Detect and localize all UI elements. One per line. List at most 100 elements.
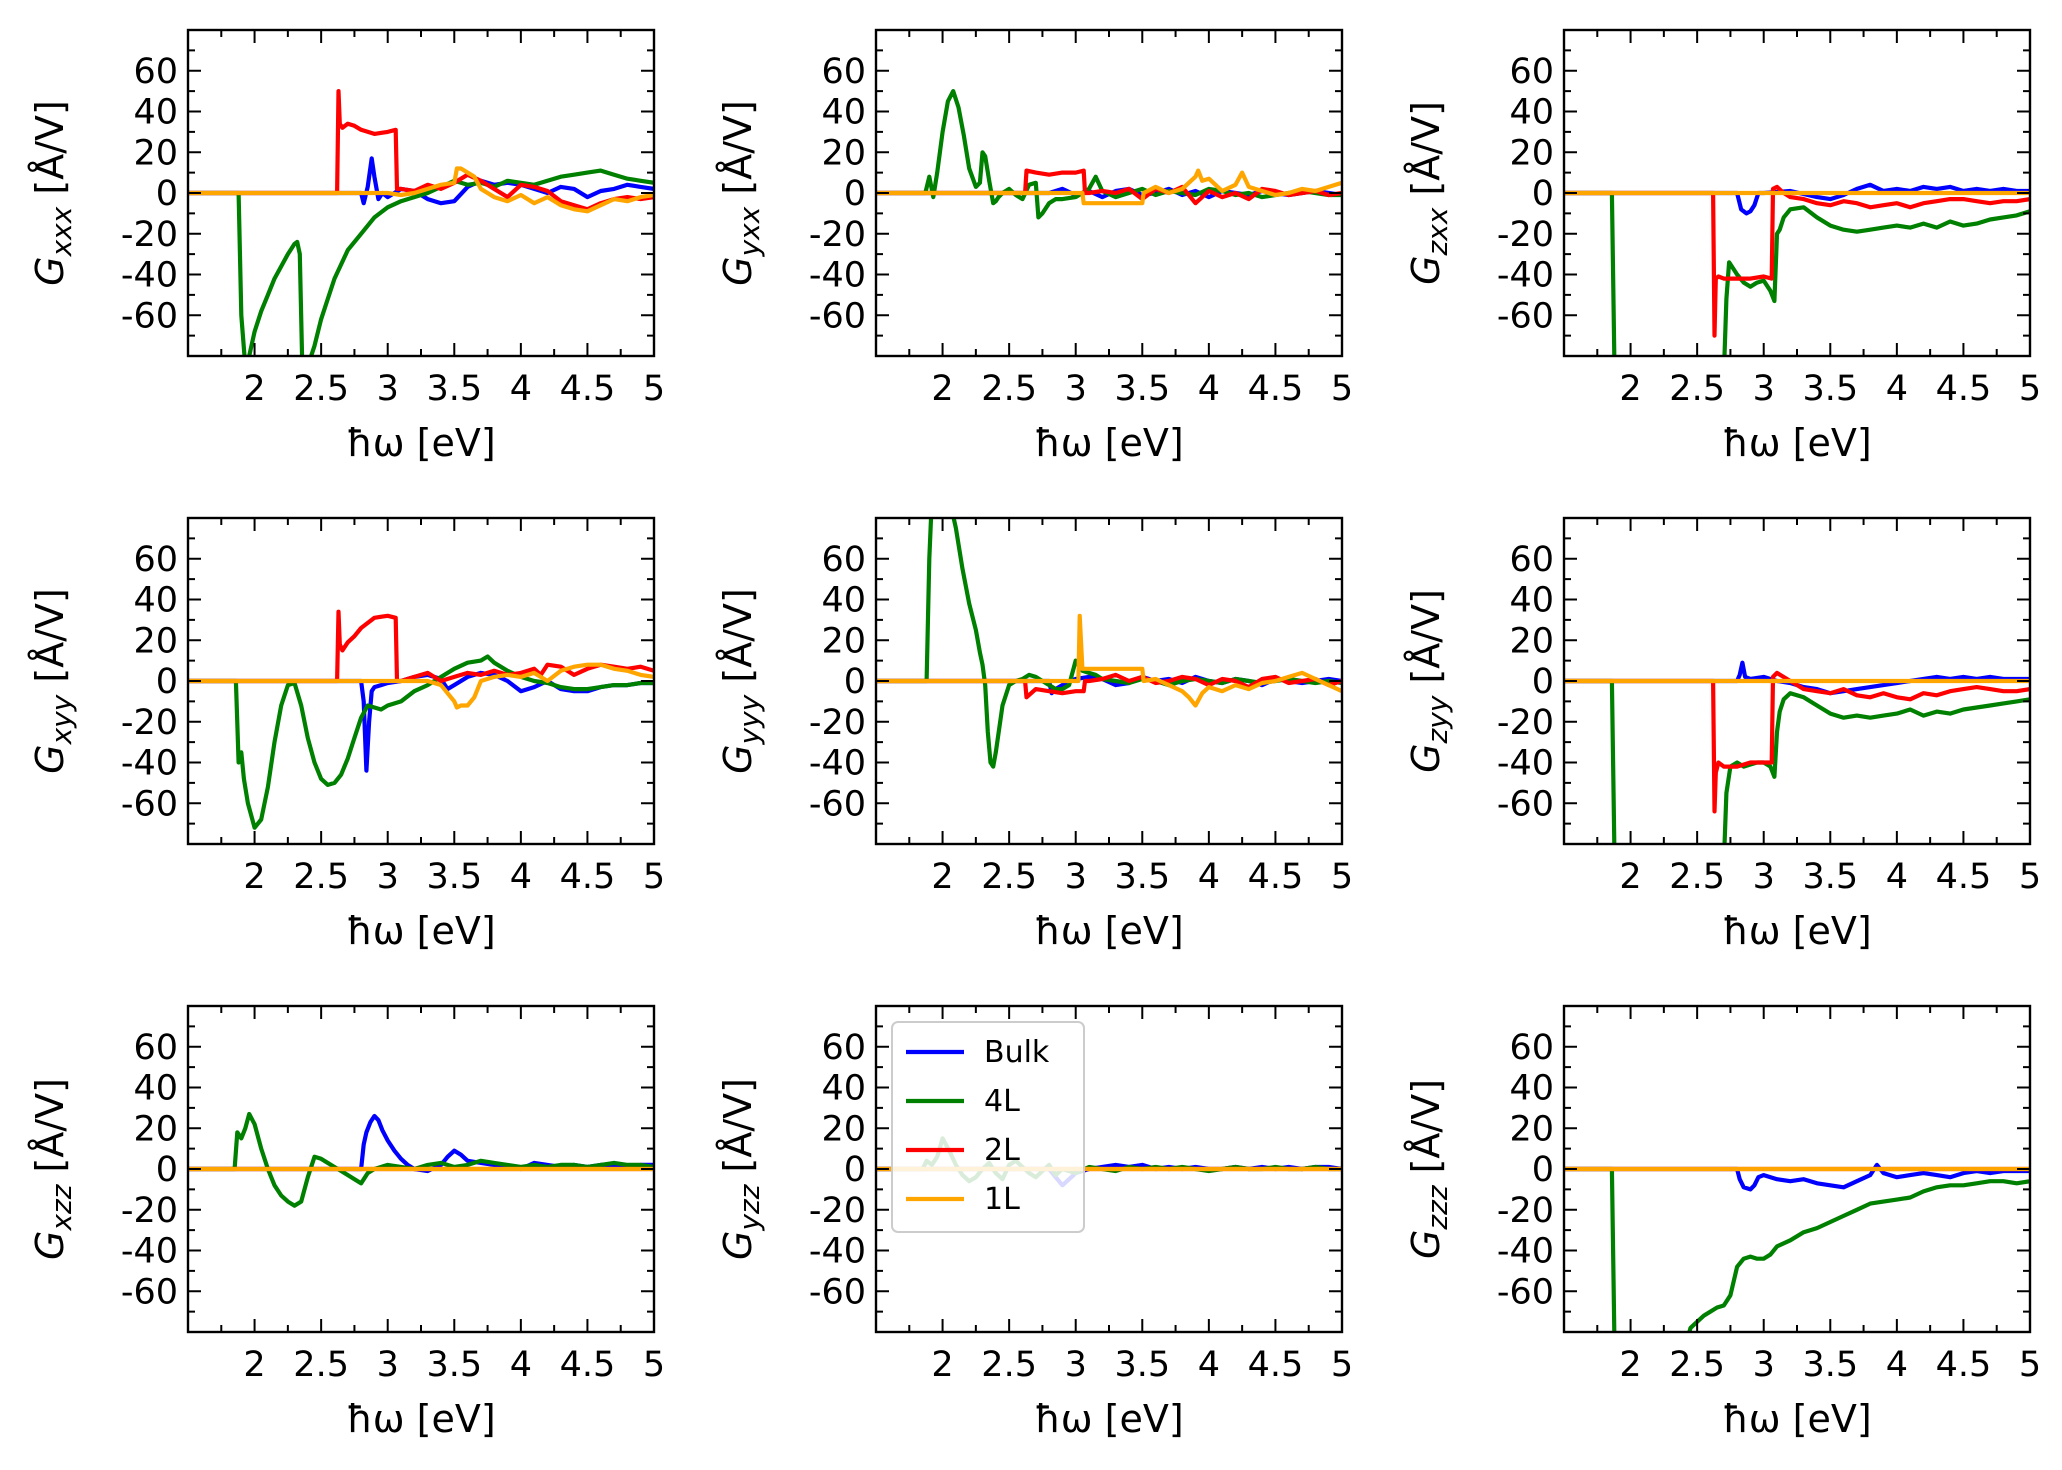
legend: Bulk 4L 2L 1L <box>891 1021 1085 1233</box>
x-tick-label: 3.5 <box>1802 369 1858 409</box>
y-tick-label: 40 <box>133 1069 178 1109</box>
series-line-2l <box>1564 184 2030 338</box>
x-tick-label: 3.5 <box>1114 857 1170 897</box>
series-line-4l <box>188 654 654 830</box>
x-tick-label: 4.5 <box>560 857 616 897</box>
y-tick-label: -60 <box>121 296 178 336</box>
y-tick-label: 60 <box>133 52 178 92</box>
legend-label-4l: 4L <box>984 1084 1020 1119</box>
series-line-bulk <box>1564 182 2030 216</box>
x-tick-label: 3.5 <box>1114 1345 1170 1385</box>
x-tick-label: 2.5 <box>293 1345 349 1385</box>
series-line-2l <box>1564 670 2030 814</box>
y-tick-label: 60 <box>821 540 866 580</box>
x-tick-label: 4 <box>510 857 532 897</box>
series-line-bulk <box>1564 1162 2030 1192</box>
series-group <box>876 518 1342 769</box>
y-tick-label: -40 <box>121 744 178 784</box>
y-tick-label: 40 <box>1509 581 1554 621</box>
x-tick-label: 3.5 <box>1802 857 1858 897</box>
series-line-2l <box>876 168 1342 206</box>
y-axis-label: Gyyy [Å/V] <box>716 588 766 774</box>
x-tick-label: 4.5 <box>1936 857 1992 897</box>
y-tick-label: -40 <box>1497 744 1554 784</box>
x-tick-label: 2.5 <box>293 857 349 897</box>
y-label-subscript: zxx <box>1421 207 1454 256</box>
y-label-unit: [Å/V] <box>716 1078 760 1185</box>
x-tick-label: 5 <box>643 369 665 409</box>
x-tick-label: 3.5 <box>426 1345 482 1385</box>
y-label-main: G <box>716 1231 760 1260</box>
y-tick-label: 20 <box>133 1109 178 1149</box>
x-tick-label: 4.5 <box>1936 369 1992 409</box>
x-tick-label: 4 <box>1886 369 1908 409</box>
y-tick-label: -20 <box>121 215 178 255</box>
legend-label-2l: 2L <box>984 1133 1020 1168</box>
y-tick-label: -40 <box>809 256 866 296</box>
y-label-unit: [Å/V] <box>1404 101 1448 208</box>
y-tick-label: -20 <box>1497 215 1554 255</box>
x-tick-label: 4.5 <box>560 1345 616 1385</box>
series-line-1l <box>188 166 654 214</box>
x-tick-label: 5 <box>2019 1345 2041 1385</box>
series-group <box>876 89 1342 220</box>
legend-box <box>891 1021 1085 1233</box>
series-line-4l <box>876 89 1342 220</box>
y-tick-label: 20 <box>1509 133 1554 173</box>
y-tick-label: 20 <box>821 1109 866 1149</box>
y-tick-label: 40 <box>133 581 178 621</box>
y-tick-label: -20 <box>809 703 866 743</box>
x-tick-label: 3 <box>377 1345 399 1385</box>
y-tick-label: 40 <box>821 93 866 133</box>
y-tick-label: 40 <box>821 1069 866 1109</box>
x-tick-label: 3.5 <box>1114 369 1170 409</box>
y-axis-label: Gyxx [Å/V] <box>716 100 766 286</box>
y-tick-label: -20 <box>809 1191 866 1231</box>
x-tick-label: 3.5 <box>1802 1345 1858 1385</box>
y-label-subscript: yyy <box>733 694 766 745</box>
x-axis-label: ħω [eV] <box>1722 1397 1871 1441</box>
y-label-subscript: xzz <box>45 1183 78 1231</box>
y-axis-label: Gzxx [Å/V] <box>1404 101 1454 285</box>
x-tick-label: 4.5 <box>560 369 616 409</box>
y-tick-label: 20 <box>1509 621 1554 661</box>
y-tick-label: 0 <box>1532 1150 1554 1190</box>
y-tick-label: -20 <box>809 215 866 255</box>
x-tick-label: 4 <box>510 369 532 409</box>
y-label-unit: [Å/V] <box>716 588 760 695</box>
y-tick-label: 0 <box>1532 662 1554 702</box>
x-tick-label: 2 <box>243 857 265 897</box>
y-label-unit: [Å/V] <box>28 1078 72 1185</box>
y-tick-label: 20 <box>133 133 178 173</box>
y-tick-label: 20 <box>821 621 866 661</box>
y-tick-label: -20 <box>1497 1191 1554 1231</box>
y-tick-label: -40 <box>1497 1232 1554 1272</box>
x-tick-label: 3 <box>1753 1345 1775 1385</box>
legend-label-bulk: Bulk <box>984 1035 1050 1070</box>
y-axis-label: Gxxx [Å/V] <box>28 100 78 286</box>
y-tick-label: -60 <box>1497 1272 1554 1312</box>
y-tick-label: 40 <box>1509 1069 1554 1109</box>
y-label-unit: [Å/V] <box>28 588 72 695</box>
y-tick-label: 0 <box>1532 174 1554 214</box>
x-axis-label: ħω [eV] <box>1034 909 1183 953</box>
x-tick-label: 5 <box>2019 857 2041 897</box>
series-group <box>1564 660 2030 844</box>
y-tick-label: -60 <box>809 296 866 336</box>
y-tick-label: 60 <box>133 540 178 580</box>
x-tick-label: 2 <box>1619 857 1641 897</box>
series-group <box>188 609 654 830</box>
y-label-main: G <box>716 256 760 285</box>
series-line-2l <box>188 609 654 684</box>
y-tick-label: 20 <box>1509 1109 1554 1149</box>
y-tick-label: 0 <box>156 662 178 702</box>
y-tick-label: -60 <box>1497 784 1554 824</box>
x-tick-label: 5 <box>1331 369 1353 409</box>
x-axis-label: ħω [eV] <box>346 1397 495 1441</box>
x-axis-label: ħω [eV] <box>1034 1397 1183 1441</box>
